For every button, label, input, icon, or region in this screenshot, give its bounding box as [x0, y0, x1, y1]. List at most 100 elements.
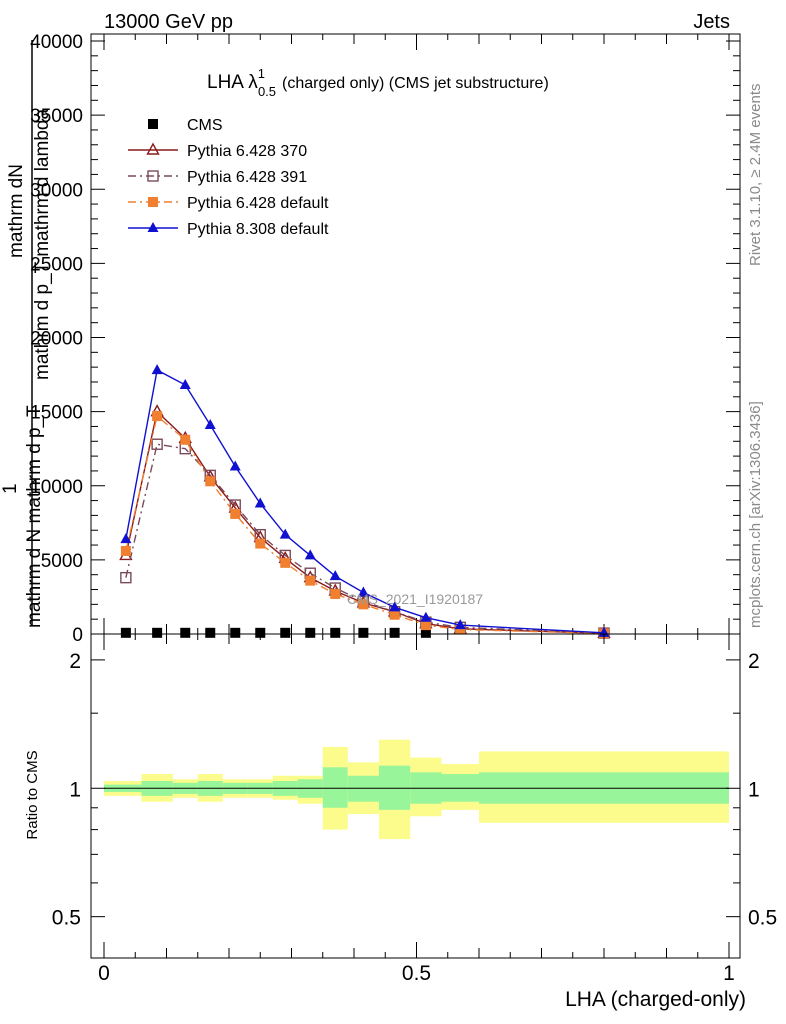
data-point	[120, 545, 131, 556]
legend-entry: Pythia 8.308 default	[128, 221, 329, 238]
ratio-ytick-label: 1	[69, 778, 81, 801]
series-0	[120, 627, 431, 638]
legend-marker	[148, 119, 158, 129]
legend-label: Pythia 6.428 370	[187, 143, 307, 160]
header-left: 13000 GeV pp	[104, 11, 233, 33]
main-ytick-label: 10000	[30, 477, 83, 498]
ratio-ytick-label-right: 0.5	[748, 907, 777, 930]
ratio-ytick-label-right: 2	[748, 650, 760, 673]
data-point	[455, 624, 466, 635]
legend-entry: CMS	[148, 117, 223, 134]
data-point	[389, 601, 401, 612]
data-point	[151, 364, 163, 375]
x-axis-label: LHA (charged-only)	[565, 988, 746, 1011]
data-point	[389, 627, 400, 638]
data-point	[229, 460, 241, 471]
data-point	[330, 588, 341, 599]
ratio-y-axis: 0.5 0.5 1 1 2 2	[52, 650, 777, 930]
analysis-watermark: CMS_2021_I1920187	[347, 591, 483, 607]
data-point	[420, 611, 432, 622]
ratio-ytick-label: 2	[69, 650, 81, 673]
series-line	[125, 414, 605, 635]
legend-marker	[146, 142, 160, 155]
data-point	[420, 620, 431, 631]
data-point	[180, 627, 191, 638]
data-point	[357, 586, 369, 597]
data-point	[454, 619, 466, 630]
chart-title-subscript: 0.5	[258, 84, 276, 99]
rivet-note: Rivet 3.1.10, ≥ 2.4M events	[747, 84, 764, 267]
main-ytick-label: 25000	[30, 254, 83, 275]
chart-title-superscript: 1	[258, 66, 265, 81]
chart-title-main: LHA λ	[207, 72, 258, 93]
data-point	[255, 538, 266, 549]
data-point	[304, 549, 316, 560]
ratio-xtick-label: 1	[723, 962, 735, 985]
main-x-ticks	[103, 34, 730, 634]
series-3	[120, 411, 609, 639]
legend-label: Pythia 6.428 default	[187, 195, 329, 212]
data-point	[254, 497, 266, 508]
legend-entry: Pythia 6.428 391	[128, 169, 307, 186]
main-series	[119, 364, 611, 639]
ratio-xtick-label: 0.5	[402, 962, 431, 985]
data-point	[120, 627, 131, 638]
main-ytick-label: 5000	[41, 551, 83, 572]
data-point	[230, 508, 241, 519]
ylabel-line-3: 1	[0, 483, 21, 494]
chart-title-suffix: (charged only) (CMS jet substructure)	[282, 75, 549, 92]
data-point	[305, 575, 316, 586]
ratio-band-inner	[379, 765, 411, 810]
data-point	[255, 627, 266, 638]
ratio-bands	[104, 739, 729, 840]
legend-entry: Pythia 6.428 default	[128, 195, 329, 212]
ratio-ytick-label: 0.5	[52, 907, 81, 930]
data-point	[329, 570, 341, 581]
ratio-ytick-label-right: 1	[748, 778, 760, 801]
main-ytick-label: 35000	[30, 106, 83, 127]
data-point	[152, 411, 163, 422]
data-point	[279, 528, 291, 539]
data-point	[230, 627, 241, 638]
legend-marker	[148, 197, 158, 207]
legend-marker	[147, 170, 159, 182]
legend: CMS Pythia 6.428 370 Pythia 6.428 391 Pythi…	[128, 117, 329, 238]
ratio-ylabel: Ratio to CMS	[24, 750, 41, 839]
data-point	[204, 418, 216, 429]
legend-marker	[147, 222, 159, 232]
data-point	[120, 571, 132, 584]
header-right: Jets	[693, 11, 730, 33]
data-point	[205, 476, 216, 487]
data-point	[358, 627, 369, 638]
data-point	[152, 627, 163, 638]
mcplots-note: mcplots.cern.ch [arXiv:1306.3436]	[747, 401, 764, 628]
legend-entry: Pythia 6.428 370	[128, 142, 307, 160]
data-point	[205, 627, 216, 638]
chart-title: LHA λ1 0.5 (charged only) (CMS jet substru…	[207, 66, 549, 99]
main-y-axis: 0 5000 10000 15000 20000 25000 30000 35000 40000	[30, 32, 740, 646]
ratio-band-inner	[322, 767, 348, 808]
data-point	[305, 627, 316, 638]
data-point	[420, 627, 431, 638]
data-point	[330, 627, 341, 638]
main-ytick-label: 40000	[30, 32, 83, 53]
data-point	[389, 609, 400, 620]
data-point	[358, 599, 369, 610]
main-ytick-label: 15000	[30, 403, 83, 424]
ratio-x-axis: 0 0.5 1	[98, 634, 735, 985]
ylabel-line-2: mathrm d p_T mathrm d lambda	[32, 109, 53, 380]
data-point	[151, 438, 163, 450]
main-ylabel: mathrm dN mathrm d p_T mathrm d lambda 1…	[0, 40, 53, 628]
data-point	[280, 557, 291, 568]
data-point	[179, 378, 191, 389]
legend-label: CMS	[187, 117, 223, 134]
legend-label: Pythia 8.308 default	[187, 221, 329, 238]
ylabel-line-4: mathrm d N mathrm d p_T	[24, 405, 45, 628]
main-ytick-label: 20000	[30, 329, 83, 350]
data-point	[180, 434, 191, 445]
data-point	[280, 627, 291, 638]
main-ytick-label: 0	[72, 625, 83, 646]
ratio-xtick-label: 0	[98, 962, 110, 985]
ylabel-line-1: mathrm dN	[6, 164, 27, 258]
